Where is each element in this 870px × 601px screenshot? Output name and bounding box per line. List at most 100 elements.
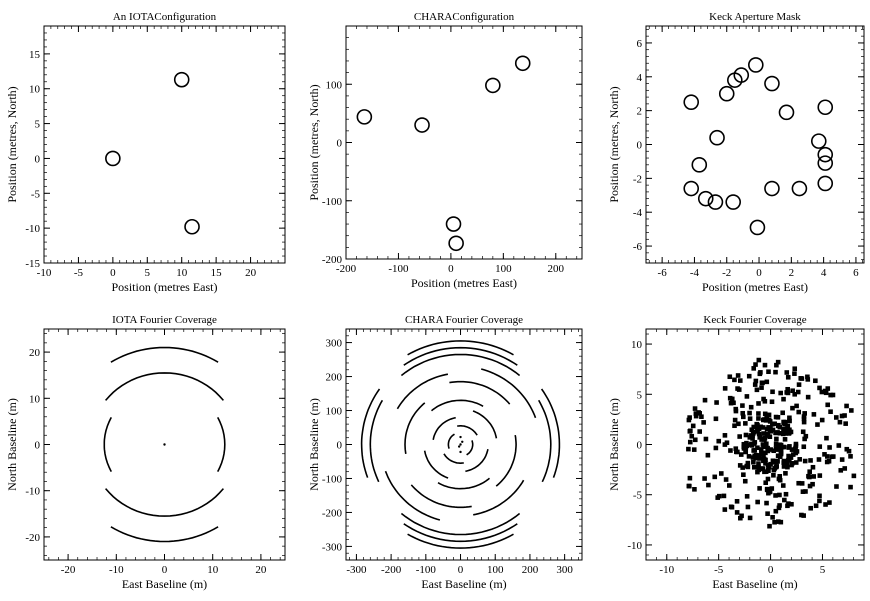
- x-tick-label: 5: [145, 267, 151, 279]
- uv-track: [540, 388, 561, 478]
- y-tick-label: 300: [326, 338, 343, 350]
- x-axis-label: East Baseline (m): [712, 577, 797, 591]
- x-tick-label: 0: [768, 564, 774, 576]
- data-point: [691, 157, 708, 173]
- uv-sample: [747, 410, 752, 416]
- uv-sample: [771, 472, 776, 478]
- uv-sample: [757, 456, 762, 461]
- uv-sample: [731, 400, 736, 406]
- uv-sample: [843, 421, 848, 426]
- uv-track: [473, 479, 525, 516]
- uv-sample: [765, 467, 771, 473]
- uv-sample: [701, 420, 706, 425]
- y-tick-label: 0: [35, 153, 41, 165]
- y-tick-label: -10: [627, 540, 642, 552]
- uv-sample: [781, 426, 786, 432]
- uv-track: [360, 388, 381, 478]
- uv-sample: [808, 505, 813, 511]
- uv-sample: [692, 437, 698, 443]
- uv-sample: [783, 471, 788, 476]
- uv-sample: [793, 460, 799, 465]
- uv-track: [110, 526, 219, 543]
- uv-sample: [744, 494, 750, 499]
- uv-track: [472, 410, 498, 439]
- uv-sample: [746, 373, 752, 379]
- uv-sample: [773, 430, 778, 436]
- uv-sample: [824, 459, 830, 465]
- uv-sample: [793, 450, 799, 456]
- uv-sample: [825, 454, 830, 459]
- uv-sample: [844, 446, 850, 452]
- x-tick-label: -200: [381, 564, 402, 576]
- uv-sample: [848, 484, 853, 490]
- uv-sample: [825, 386, 831, 391]
- uv-sample: [741, 414, 746, 420]
- uv-sample: [718, 471, 724, 476]
- uv-sample: [795, 389, 801, 395]
- y-tick-label: 0: [337, 138, 343, 150]
- uv-sample: [777, 474, 783, 479]
- uv-dot: [459, 443, 462, 446]
- uv-sample: [828, 409, 833, 415]
- x-tick-label: -20: [61, 564, 76, 576]
- uv-sample: [800, 489, 806, 494]
- x-tick-label: -300: [346, 564, 367, 576]
- uv-sample: [805, 374, 810, 380]
- uv-sample: [767, 523, 772, 529]
- uv-sample: [774, 436, 779, 442]
- uv-sample: [810, 481, 815, 487]
- uv-track: [384, 470, 441, 521]
- uv-sample: [758, 447, 764, 452]
- uv-sample: [722, 442, 728, 447]
- uv-sample: [686, 417, 692, 423]
- data-point: [749, 219, 766, 236]
- uv-sample: [744, 394, 750, 399]
- uv-sample: [755, 445, 760, 450]
- uv-sample: [763, 480, 769, 486]
- uv-sample: [789, 461, 795, 466]
- uv-sample: [778, 390, 783, 396]
- x-tick-label: 6: [853, 267, 859, 279]
- x-tick-label: 2: [789, 267, 795, 279]
- uv-sample: [783, 491, 789, 497]
- uv-sample: [755, 428, 760, 434]
- uv-sample: [788, 455, 794, 460]
- uv-sample: [789, 501, 794, 507]
- uv-sample: [743, 421, 748, 426]
- uv-sample: [714, 400, 719, 405]
- data-point: [697, 190, 714, 207]
- plot-frame: [645, 25, 865, 264]
- uv-sample: [787, 458, 792, 463]
- uv-sample: [796, 382, 802, 387]
- uv-sample: [692, 406, 698, 411]
- uv-sample: [810, 464, 816, 470]
- x-tick-label: -100: [416, 564, 437, 576]
- y-tick-label: 20: [29, 347, 41, 359]
- uv-sample: [712, 474, 718, 480]
- uv-track: [537, 399, 552, 483]
- uv-sample: [736, 421, 741, 427]
- y-tick-label: -4: [633, 207, 643, 219]
- uv-sample: [803, 433, 809, 439]
- uv-sample: [802, 458, 808, 464]
- y-tick-label: -300: [322, 541, 343, 553]
- uv-sample: [817, 473, 823, 478]
- uv-sample: [842, 413, 847, 418]
- uv-sample: [811, 412, 817, 417]
- y-tick-label: -200: [322, 254, 343, 266]
- uv-sample: [781, 444, 787, 450]
- data-point: [184, 218, 200, 235]
- uv-sample: [802, 411, 807, 416]
- uv-sample: [766, 425, 771, 430]
- uv-sample: [816, 457, 822, 462]
- x-tick-label: 15: [211, 267, 223, 279]
- uv-sample: [787, 418, 792, 424]
- data-point: [817, 155, 834, 171]
- data-point: [733, 67, 750, 83]
- uv-sample: [747, 416, 753, 421]
- data-point: [485, 77, 501, 94]
- uv-sample: [733, 406, 739, 412]
- uv-sample: [686, 446, 691, 452]
- uv-sample: [751, 366, 757, 371]
